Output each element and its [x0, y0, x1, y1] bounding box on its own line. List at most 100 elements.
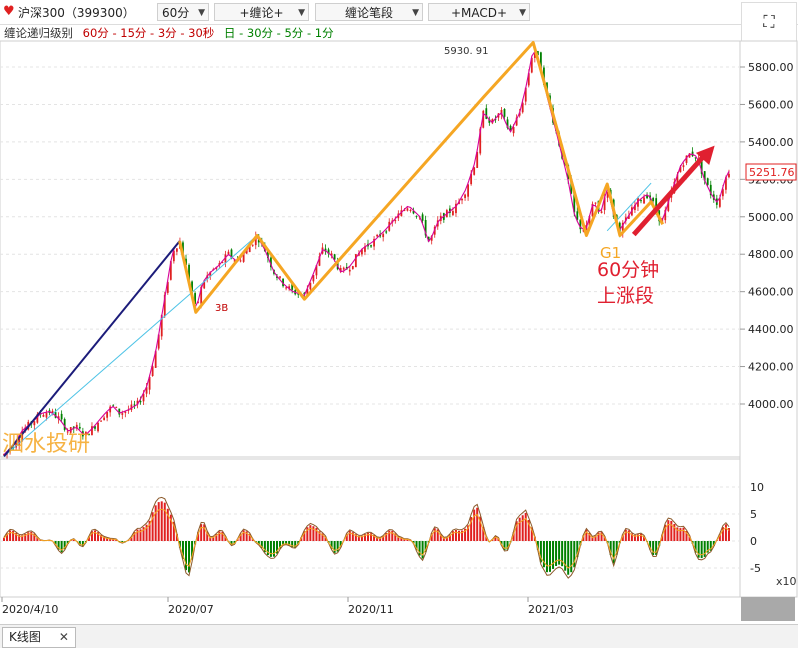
candle-body: [103, 418, 105, 420]
y-tick-label: 5600.00: [748, 98, 794, 111]
macd-bar: [549, 541, 551, 572]
candle-body: [33, 421, 35, 425]
macd-bar: [570, 541, 572, 572]
x-tick-label: 2020/4/10: [2, 603, 58, 616]
macd-bar: [270, 541, 272, 557]
macd-bar: [434, 528, 436, 541]
candle-body: [464, 195, 466, 198]
macd-bar: [546, 541, 548, 572]
channel-line: [4, 236, 257, 457]
x-tick-label: 2020/11: [348, 603, 394, 616]
macd-bar: [473, 510, 475, 541]
candle-body: [422, 214, 424, 220]
candle-body: [61, 414, 63, 419]
candle-body: [115, 407, 117, 408]
macd-tick-label: -5: [750, 562, 761, 575]
macd-bar: [158, 502, 160, 541]
candle-body: [652, 198, 654, 201]
candle-body: [707, 178, 709, 185]
macd-bar: [185, 541, 187, 570]
candle-body: [121, 413, 123, 415]
macd-bar: [218, 531, 220, 541]
macd-bar: [522, 515, 524, 541]
macd-bar: [682, 528, 684, 541]
candle-body: [719, 198, 721, 206]
macd-dif-line: [4, 497, 729, 578]
candle-body: [370, 245, 372, 246]
candle-body: [43, 415, 45, 417]
tab-kline[interactable]: K线图✕: [2, 627, 76, 648]
candle-body: [410, 210, 412, 211]
candle-body: [46, 413, 48, 418]
macd-tick-label: 10: [750, 481, 764, 494]
macd-bar: [625, 530, 627, 541]
macd-bar: [698, 541, 700, 558]
macd-bar: [164, 503, 166, 541]
macd-bar: [525, 513, 527, 541]
candle-body: [240, 260, 242, 261]
candle-body: [100, 421, 102, 422]
x-tick-label: 2021/03: [528, 603, 574, 616]
x-tick-label: 2020/07: [168, 603, 214, 616]
macd-bar: [136, 530, 138, 541]
close-icon[interactable]: ✕: [59, 630, 69, 644]
candle-body: [643, 197, 645, 203]
macd-bar: [558, 541, 560, 565]
candle-body: [382, 234, 384, 237]
macd-bar: [519, 518, 521, 541]
y-tick-label: 5400.00: [748, 136, 794, 149]
candle-body: [79, 427, 81, 429]
candle-body: [683, 165, 685, 167]
macd-bar: [455, 530, 457, 541]
candle-body: [349, 270, 351, 272]
macd-bar: [652, 541, 654, 555]
macd-bar: [725, 524, 727, 541]
macd-bar: [704, 541, 706, 557]
y-tick-label: 5000.00: [748, 211, 794, 224]
candle-body: [452, 211, 454, 215]
candle-body: [728, 174, 730, 177]
y-tick-label: 4000.00: [748, 398, 794, 411]
candle-body: [352, 266, 354, 269]
grid-lines: [0, 67, 740, 404]
macd-bar: [555, 541, 557, 566]
macd-bar: [422, 541, 424, 559]
macd-bar: [155, 505, 157, 541]
peak-value-label: 5930. 91: [444, 46, 489, 57]
macd-bar: [161, 501, 163, 541]
candle-body: [394, 220, 396, 221]
macd-bar: [552, 541, 554, 569]
x-axis-ticks: 2020/4/10 2020/07 2020/11 2021/03: [2, 597, 574, 616]
candle-body: [176, 248, 178, 251]
last-price-label: 5251.76: [749, 166, 795, 179]
candle-body: [461, 199, 463, 200]
macd-bar: [476, 508, 478, 541]
candle-body: [407, 208, 409, 210]
macd-bar: [273, 541, 275, 557]
candle-body: [376, 235, 378, 236]
bi-segment-line: [180, 43, 663, 313]
macd-tick-label: 5: [750, 508, 757, 521]
macd-bar: [203, 524, 205, 541]
axis-scroll-block[interactable]: [741, 597, 795, 621]
macd-bar: [701, 541, 703, 558]
macd-bar: [667, 520, 669, 541]
candle-body: [416, 216, 418, 217]
candle-body: [601, 211, 603, 212]
macd-bar: [200, 524, 202, 541]
candle-body: [279, 276, 281, 277]
up-arrow-shaft: [634, 151, 709, 235]
price-panel-frame: [0, 41, 740, 457]
macd-panel-frame: [0, 459, 740, 597]
candle-body: [385, 231, 387, 232]
candle-body: [252, 245, 254, 246]
candle-body: [285, 287, 287, 288]
up-segment-label-line2: 上涨段: [597, 285, 654, 307]
macd-bar: [334, 541, 336, 553]
macd-bar: [567, 541, 569, 575]
macd-bar: [564, 541, 566, 571]
macd-bar: [670, 521, 672, 541]
y-tick-label: 4200.00: [748, 361, 794, 374]
y-tick-label: 4800.00: [748, 248, 794, 261]
